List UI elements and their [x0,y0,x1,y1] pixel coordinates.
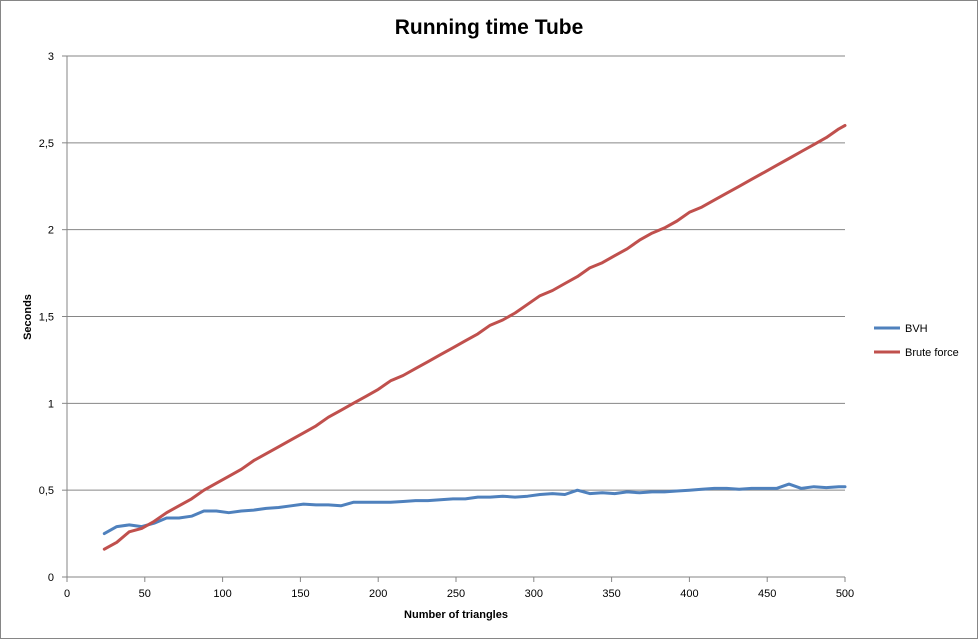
y-axis-label: Seconds [22,294,34,340]
x-tick-label: 400 [680,588,698,600]
x-tick-label: 500 [836,588,854,600]
x-tick-label: 450 [758,588,776,600]
y-tick-label: 0 [48,572,54,584]
x-axis-ticks: 0 50 100 150 200 250 300 350 400 450 500 [64,577,854,600]
x-tick-label: 250 [447,588,465,600]
y-tick-label: 1 [48,398,54,410]
y-axis-ticks: 0 0,5 1 1,5 2 2,5 3 [39,51,67,584]
series-line-bvh [102,482,847,536]
x-tick-label: 100 [213,588,231,600]
chart-title: Running time Tube [395,16,584,39]
x-tick-label: 200 [369,588,387,600]
x-tick-label: 350 [602,588,620,600]
x-tick-label: 150 [291,588,309,600]
x-axis-label: Number of triangles [404,609,508,621]
gridlines [67,55,845,491]
x-tick-label: 0 [64,588,70,600]
legend-entry: Brute force [905,347,959,359]
series-line-brute-force [102,124,847,551]
y-tick-label: 2 [48,225,54,237]
x-tick-label: 300 [525,588,543,600]
series-lines [102,124,847,551]
y-tick-label: 1,5 [39,312,54,324]
legend-entry: BVH [905,323,928,335]
legend: BVH Brute force [874,323,959,359]
y-tick-label: 3 [48,51,54,63]
x-tick-label: 50 [139,588,151,600]
y-tick-label: 2,5 [39,138,54,150]
y-tick-label: 0,5 [39,485,54,497]
